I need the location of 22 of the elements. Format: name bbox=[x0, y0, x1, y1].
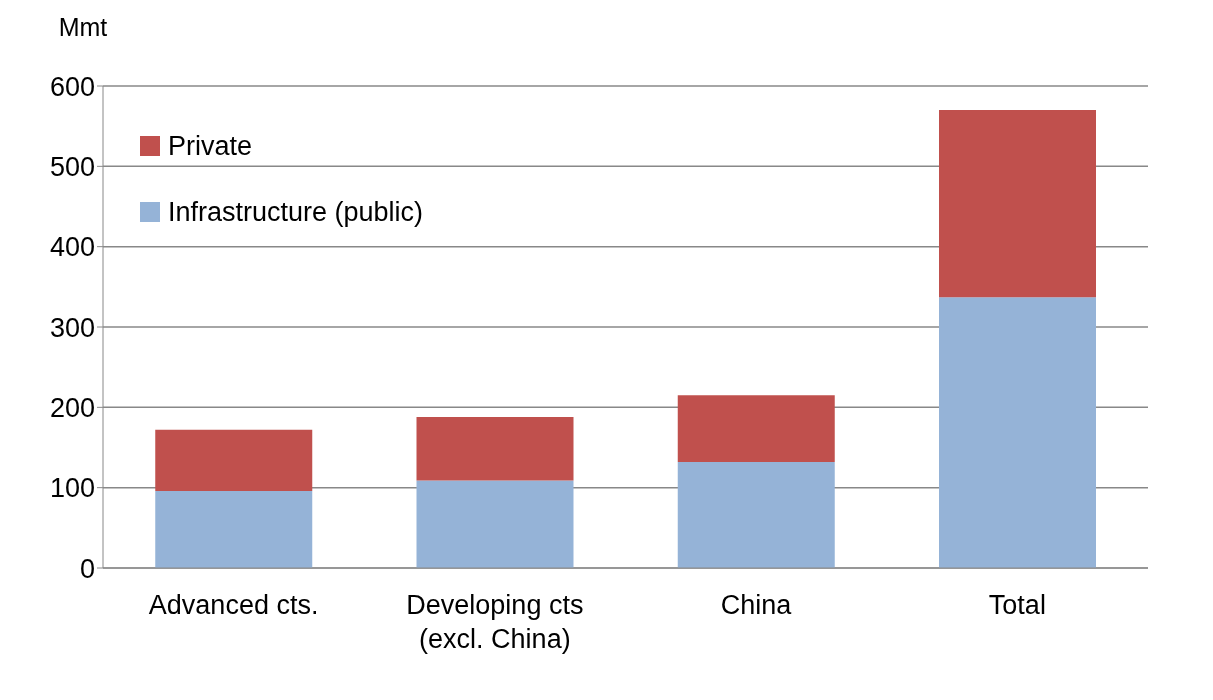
y-tick-label: 0 bbox=[79, 553, 95, 584]
y-tick-label: 300 bbox=[49, 312, 95, 343]
y-tick-label: 600 bbox=[49, 71, 95, 102]
bar bbox=[416, 416, 574, 481]
y-tick-label: 500 bbox=[49, 151, 95, 182]
bar bbox=[677, 461, 835, 568]
legend-label: Private bbox=[168, 130, 253, 162]
y-tick-label: 100 bbox=[49, 473, 95, 504]
legend-label: Infrastructure (public) bbox=[168, 196, 424, 228]
bar bbox=[677, 395, 835, 462]
y-tick-label: 400 bbox=[49, 232, 95, 263]
x-tick-label: China bbox=[720, 590, 793, 620]
bar bbox=[155, 429, 313, 491]
bar bbox=[939, 297, 1096, 568]
bar bbox=[416, 480, 574, 568]
y-axis-title: Mmt bbox=[58, 13, 108, 41]
bar bbox=[155, 490, 313, 568]
x-tick-label: Advanced cts. bbox=[148, 590, 319, 620]
x-tick-label: Developing cts (excl. China) bbox=[406, 590, 584, 654]
x-tick-label: Total bbox=[988, 590, 1046, 620]
bar bbox=[939, 110, 1096, 298]
y-tick-label: 200 bbox=[49, 392, 95, 423]
